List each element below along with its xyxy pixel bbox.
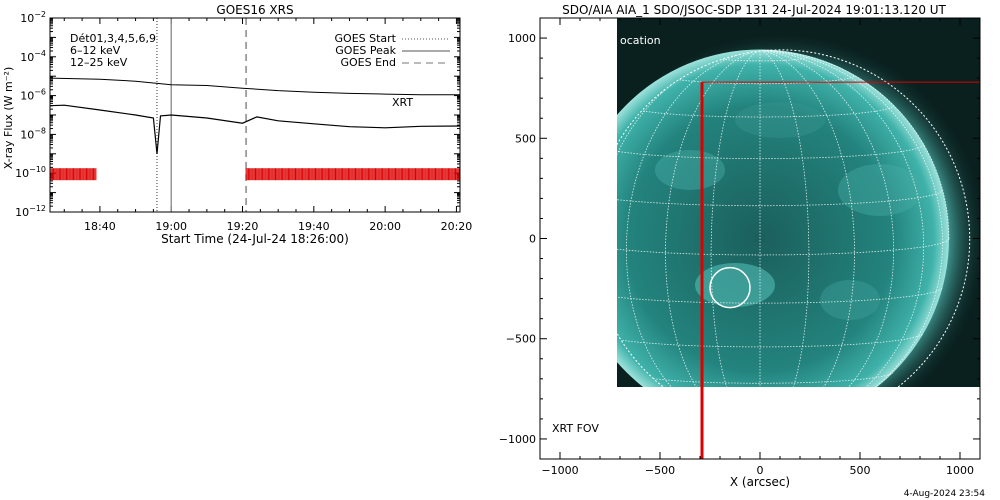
- grid-line: [625, 49, 761, 387]
- aia-y-tick-label: −1000: [499, 433, 536, 446]
- grid-line: [759, 49, 810, 387]
- energy-label-12-25kev: 12–25 keV: [70, 56, 128, 69]
- goes-x-ticks: 18:40 19:00 19:20 19:40 20:00 20:20: [63, 18, 473, 233]
- aia-x-tick-label: −500: [645, 464, 675, 477]
- aia-y-tick-label: −500: [506, 333, 536, 346]
- heliographic-grid: [617, 49, 950, 425]
- xrt-label: XRT: [392, 96, 413, 109]
- goes-chart-title: GOES16 XRS: [216, 3, 293, 17]
- active-region: [695, 263, 775, 307]
- goes-y-tick-label: 10−12: [15, 204, 46, 219]
- legend-goes-end: GOES End: [340, 56, 396, 69]
- goes-y-tick-label: 10−10: [15, 165, 46, 180]
- aia-y-tick-label: 0: [529, 233, 536, 246]
- grid-line: [759, 49, 944, 387]
- goes-x-tick-label: 19:40: [298, 220, 330, 233]
- goes-legend: GOES Start GOES Peak GOES End: [335, 32, 450, 69]
- goes-y-axis-label: X-ray Flux (W m⁻²): [2, 67, 15, 169]
- grid-line: [617, 144, 925, 159]
- aia-axis-ticks: −1000 −500 0 500 1000 1000 500 0 −500 −1000: [499, 18, 980, 477]
- legend-goes-peak: GOES Peak: [335, 44, 396, 57]
- aia-panel: SDO/AIA AIA_1 SDO/JSOC-SDP 131 24-Jul-20…: [499, 3, 981, 489]
- grid-line: [759, 49, 925, 387]
- energy-label-6-12kev: 6–12 keV: [70, 44, 121, 57]
- legend-goes-start: GOES Start: [335, 32, 397, 45]
- goes-x-axis-label: Start Time (24-Jul-24 18:26:00): [161, 232, 349, 246]
- aia-x-tick-label: 0: [757, 464, 764, 477]
- goes-x-tick-label: 19:20: [227, 220, 259, 233]
- aia-solar-image: ocation: [617, 18, 980, 425]
- active-region: [838, 164, 922, 216]
- goes-y-tick-label: 10−2: [20, 10, 46, 25]
- xrt-observation-marks: [49, 168, 460, 181]
- goes-y-tick-label: 10−8: [20, 126, 46, 141]
- goes-x-tick-label: 19:00: [155, 220, 187, 233]
- aia-y-tick-label: 1000: [508, 32, 536, 45]
- goes-x-tick-label: 20:20: [441, 220, 473, 233]
- grid-line: [759, 49, 895, 387]
- aia-x-tick-label: −1000: [541, 464, 578, 477]
- aia-partial-label: ocation: [620, 34, 661, 47]
- goes-plot-frame: [49, 17, 461, 213]
- active-region: [735, 102, 825, 138]
- aia-x-axis-label: X (arcsec): [730, 475, 790, 489]
- goes-long-channel-line: [49, 77, 460, 96]
- goes-y-tick-label: 10−6: [20, 88, 46, 103]
- grid-line: [759, 49, 950, 239]
- grid-line: [665, 75, 855, 85]
- grid-line: [617, 189, 943, 207]
- grid-line: [665, 49, 761, 387]
- grid-line: [667, 403, 854, 410]
- aia-x-tick-label: 1000: [946, 464, 974, 477]
- xrt-fov-label: XRT FOV: [552, 422, 599, 435]
- detector-label: Dét01,3,4,5,6,9: [70, 32, 156, 45]
- grid-line: [759, 49, 855, 387]
- aia-title: SDO/AIA AIA_1 SDO/JSOC-SDP 131 24-Jul-20…: [562, 3, 946, 17]
- grid-line: [710, 49, 761, 387]
- aia-x-tick-label: 500: [850, 464, 871, 477]
- goes-xrs-panel: GOES16 XRS X-ray Flux (W m⁻²) 10−12 10−10…: [2, 3, 472, 246]
- goes-flux-curves: [49, 77, 461, 154]
- xrt-fov-box: [700, 81, 980, 459]
- goes-y-tick-label: 10−4: [20, 49, 46, 64]
- aia-y-tick-label: 500: [515, 132, 536, 145]
- goes-x-tick-label: 18:40: [84, 220, 116, 233]
- grid-line: [617, 333, 924, 348]
- flare-location-circle: [709, 266, 751, 309]
- solar-limb: [617, 49, 971, 387]
- footer-timestamp: 4-Aug-2024 23:54: [904, 489, 986, 499]
- aia-plot-frame: [539, 17, 981, 460]
- goes-y-axis-label-text: X-ray Flux (W m⁻²): [2, 67, 15, 169]
- goes-short-channel-line: [49, 104, 461, 154]
- active-region: [820, 280, 880, 320]
- goes-x-tick-label: 20:00: [369, 220, 401, 233]
- grid-line: [714, 422, 805, 425]
